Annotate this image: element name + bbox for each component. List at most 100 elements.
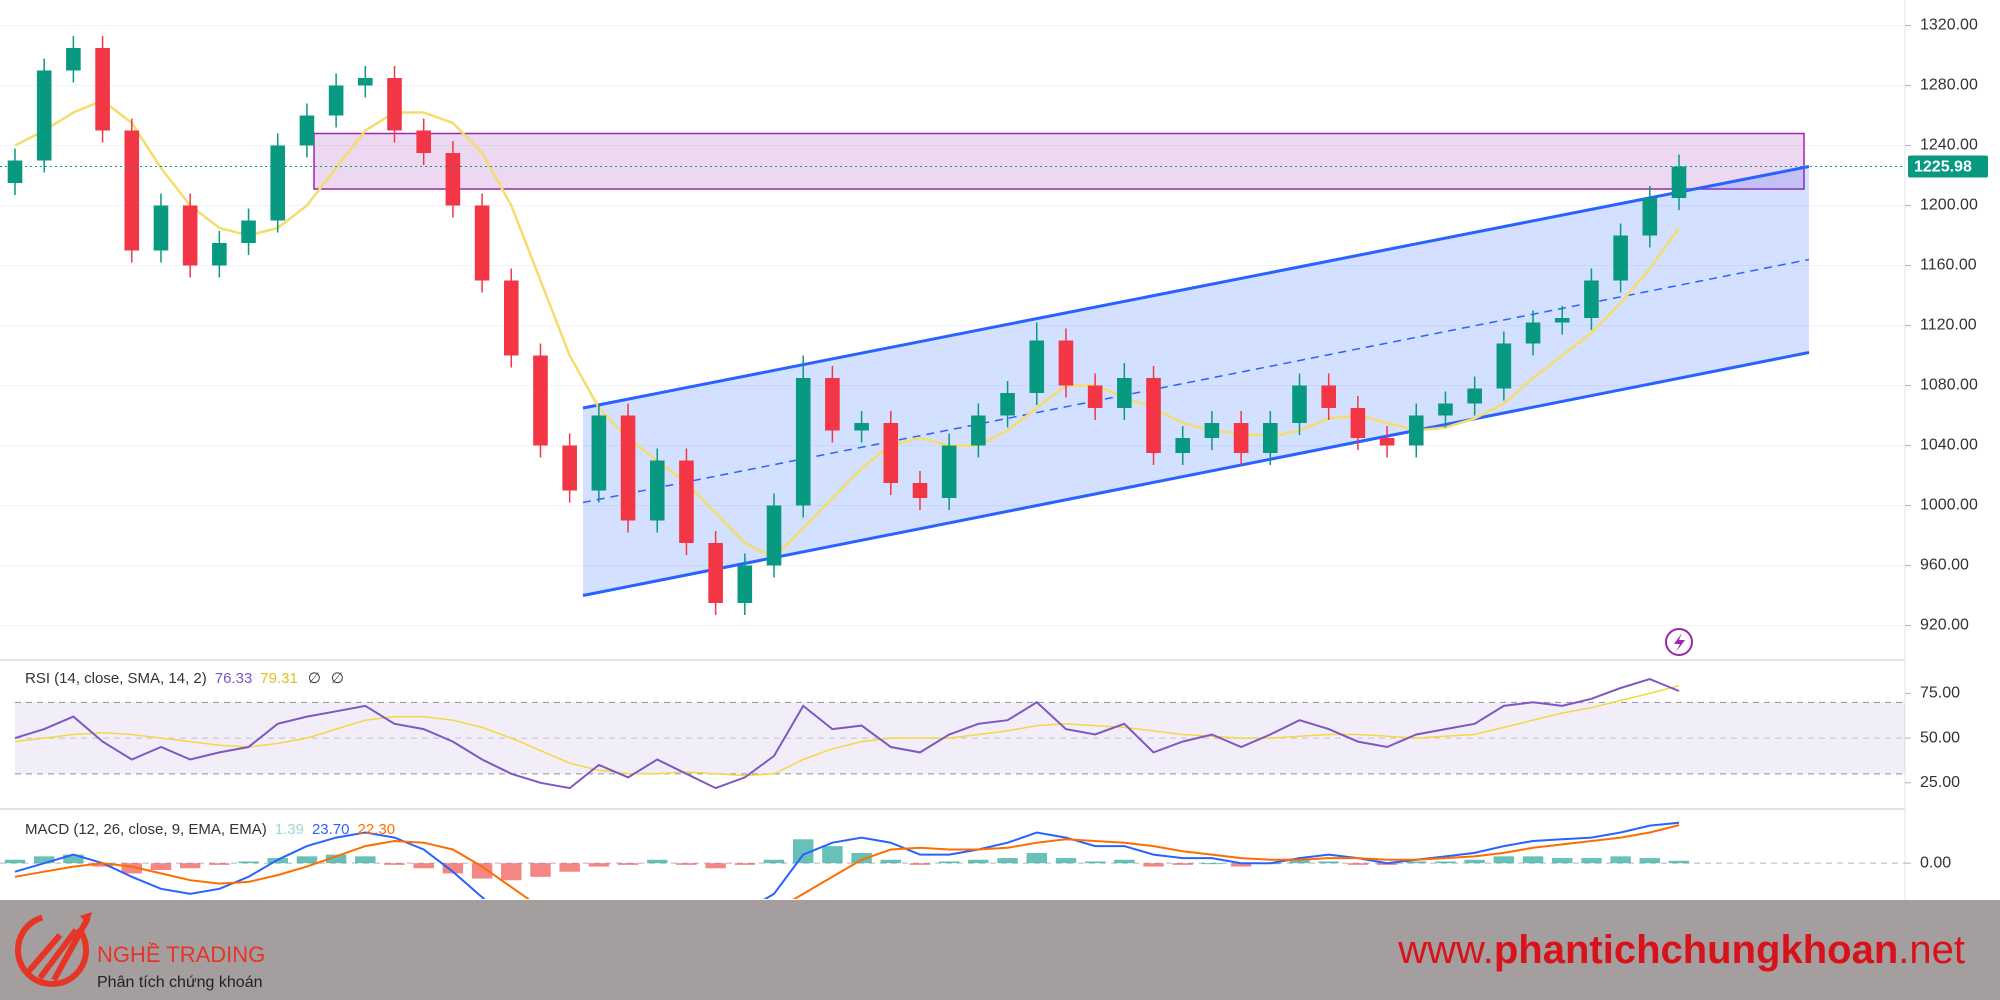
candle-body [1204, 423, 1220, 438]
macd-pane [0, 821, 1905, 899]
candle-body [66, 48, 81, 71]
histogram-bar [1406, 861, 1427, 864]
macd-readout: 22.30 [358, 821, 396, 838]
histogram-bar [150, 863, 172, 870]
candle-body [620, 415, 636, 521]
histogram-bar [33, 856, 55, 864]
rsi-readout: 79.31 [260, 670, 298, 687]
histogram-bar [792, 839, 814, 864]
alert-icon[interactable] [1665, 628, 1693, 656]
series-line [14, 684, 1680, 777]
histogram-bar [209, 863, 230, 865]
y-tick-label: 1000.00 [1920, 497, 1978, 514]
candle-body [270, 145, 286, 221]
histogram-bar [1610, 856, 1631, 864]
series-line [14, 824, 1680, 899]
candle-body [1000, 393, 1015, 416]
candle-body [358, 78, 373, 86]
histogram-bar [1639, 858, 1661, 864]
macd-readout: 23.70 [312, 821, 350, 838]
histogram-bar [92, 863, 113, 867]
histogram-bar [530, 863, 551, 877]
y-tick-label: 1320.00 [1920, 17, 1978, 34]
candle-body [212, 243, 227, 266]
y-tick-label: 1240.00 [1920, 137, 1978, 154]
y-tick-label: 1160.00 [1920, 257, 1977, 274]
channel-line [582, 351, 1810, 597]
footer: NGHỀ TRADING Phân tích chứng khoán www.p… [0, 900, 2000, 1000]
candle-body [299, 115, 315, 146]
histogram-bar [1318, 861, 1339, 864]
y-tick-label: 75.00 [1920, 685, 1960, 702]
candle-body [124, 130, 140, 251]
histogram-bar [501, 863, 522, 881]
candle-body [1613, 235, 1628, 281]
alert-bolt [1674, 633, 1685, 652]
y-tick-label: 1120.00 [1920, 317, 1977, 334]
candle-body [1525, 322, 1541, 344]
rsi-readout: ∅ [308, 670, 321, 687]
histogram-bar [1464, 859, 1485, 864]
histogram-bar [179, 863, 201, 869]
histogram-bar [325, 854, 347, 864]
candle-body [1292, 385, 1307, 423]
candle-body [649, 460, 665, 521]
y-tick-label: 1200.00 [1920, 197, 1978, 214]
y-tick-label: 920.00 [1920, 617, 1969, 634]
histogram-bar [1201, 863, 1223, 865]
y-tick-label: 50.00 [1920, 729, 1960, 746]
histogram-bar [413, 863, 434, 869]
candle-body [1175, 438, 1191, 453]
candle-body [1117, 378, 1132, 408]
histogram-bar [1026, 852, 1047, 864]
rsi-band [15, 702, 1905, 774]
histogram-bar [588, 863, 610, 867]
candle-body [1438, 403, 1453, 416]
histogram-bar [617, 863, 639, 865]
candle-body [1642, 198, 1658, 236]
histogram-bar [559, 863, 580, 872]
histogram-bar [676, 863, 697, 865]
candle-body [1087, 385, 1103, 408]
histogram-bar [705, 863, 726, 869]
histogram-bar [1493, 856, 1515, 864]
candle-body [1321, 385, 1336, 408]
y-tick-label: 25.00 [1920, 774, 1960, 791]
candle-body [445, 153, 461, 206]
axes: 1320.00 1280.00 1240.00 1200.00 1160.00 1120.… [1905, 17, 1988, 871]
histogram-bar [880, 859, 902, 864]
logo-ring [15, 913, 89, 987]
candle-body [562, 445, 577, 491]
candle-body [1584, 280, 1599, 318]
histogram-bar [384, 863, 405, 865]
website[interactable]: www.phantichchungkhoan.net [1397, 928, 1965, 972]
histogram-bar [1581, 858, 1602, 864]
zone [313, 132, 1805, 190]
histogram-bar [296, 856, 318, 864]
url-prefix: www. [1397, 928, 1494, 972]
url-name: phantichchungkhoan [1494, 928, 1898, 972]
histogram-bar [1435, 861, 1456, 864]
candle-body [328, 85, 344, 116]
candle-body [766, 505, 782, 566]
candle-body [1408, 415, 1424, 446]
logo-arrowhead [80, 912, 92, 925]
series-line [14, 678, 1680, 790]
candle-body [7, 160, 23, 183]
histogram-bar [1552, 858, 1573, 864]
histogram-bar [763, 859, 785, 864]
candle-body [679, 460, 694, 543]
histogram-bar [442, 863, 464, 874]
candle-body [737, 565, 753, 603]
histogram-bar [909, 863, 931, 865]
candle-body [941, 445, 957, 498]
candle-body [1554, 318, 1570, 323]
candle-body [708, 543, 723, 603]
candle-body [153, 205, 169, 251]
logo-arrows [25, 916, 91, 982]
rsi-pane [14, 678, 1905, 790]
histogram-bar [1114, 859, 1135, 864]
candle-body [182, 205, 198, 266]
histogram-bar [851, 852, 872, 864]
